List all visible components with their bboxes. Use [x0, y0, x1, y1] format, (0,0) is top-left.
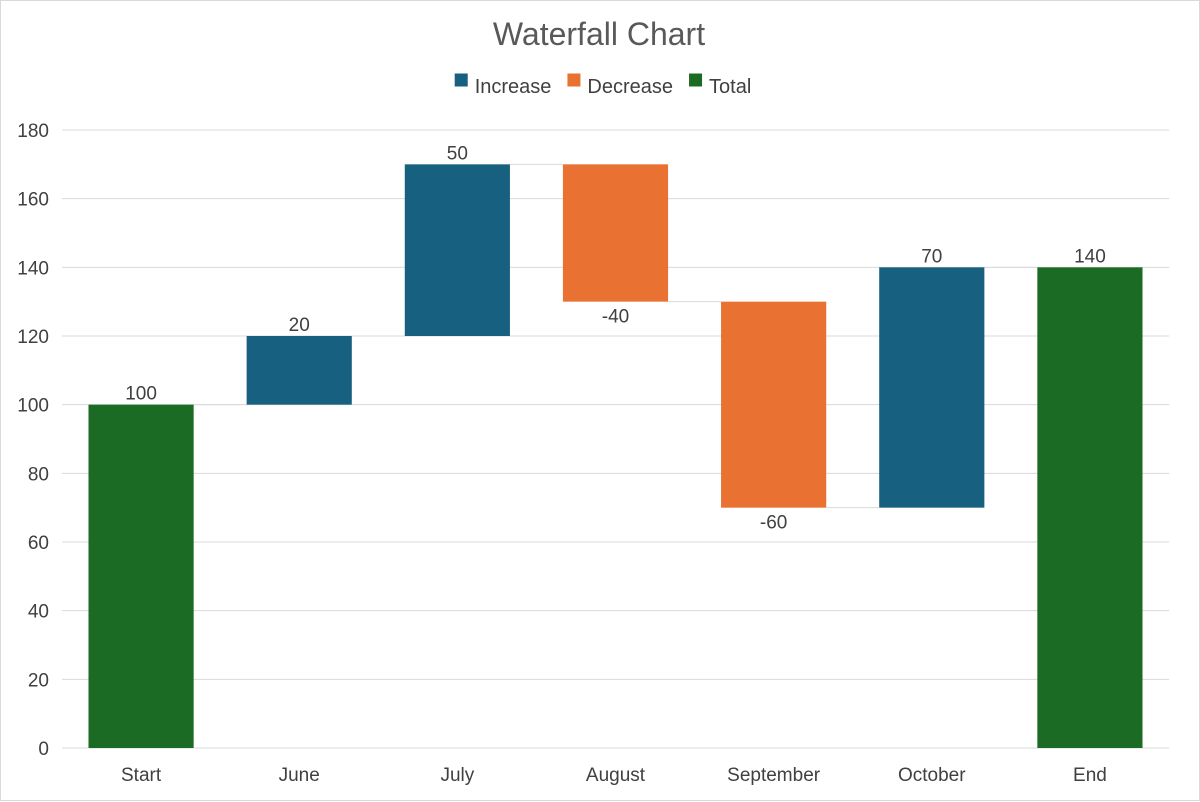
y-tick-label: 160 — [17, 190, 49, 211]
legend-label-total: Total — [709, 76, 751, 98]
chart-title: Waterfall Chart — [493, 16, 705, 52]
bar-september — [721, 301, 827, 508]
x-category-label: June — [279, 765, 320, 786]
data-label: -60 — [760, 513, 787, 534]
bar-july — [404, 164, 510, 336]
y-tick-label: 0 — [38, 739, 49, 760]
bar-start — [88, 404, 194, 748]
y-tick-label: 120 — [17, 327, 49, 348]
data-label: 50 — [447, 143, 468, 164]
connectors — [193, 163, 1038, 509]
legend-swatch-increase — [454, 73, 468, 87]
y-axis: 0 20 40 60 80 100 120 140 160 180 — [17, 121, 49, 760]
y-tick-label: 60 — [28, 533, 49, 554]
x-category-label: End — [1073, 765, 1107, 786]
legend: Increase Decrease Total — [454, 73, 751, 98]
x-category-label: August — [586, 765, 646, 786]
x-axis: Start June July August September October End — [121, 765, 1107, 786]
x-category-label: October — [898, 765, 966, 786]
x-category-label: Start — [121, 765, 162, 786]
y-tick-label: 80 — [28, 464, 49, 485]
legend-label-decrease: Decrease — [587, 76, 673, 98]
y-tick-label: 100 — [17, 396, 49, 417]
data-label: 100 — [125, 384, 157, 405]
x-category-label: July — [440, 765, 474, 786]
data-label: 70 — [921, 246, 942, 267]
data-label: 20 — [289, 315, 310, 336]
legend-label-increase: Increase — [475, 76, 552, 98]
y-tick-label: 20 — [28, 670, 49, 691]
y-tick-label: 40 — [28, 602, 49, 623]
y-tick-label: 140 — [17, 258, 49, 279]
data-label: 140 — [1074, 246, 1106, 267]
data-labels: 100 20 50 -40 -60 70 140 — [125, 143, 1106, 533]
bar-end — [1037, 267, 1143, 748]
bars — [88, 164, 1143, 748]
bar-august — [562, 164, 669, 302]
legend-swatch-total — [689, 73, 703, 87]
bar-october — [879, 267, 985, 508]
y-tick-label: 180 — [17, 121, 49, 142]
legend-swatch-decrease — [567, 73, 581, 87]
bar-june — [246, 336, 352, 405]
x-category-label: September — [727, 765, 821, 786]
data-label: -40 — [602, 307, 629, 328]
